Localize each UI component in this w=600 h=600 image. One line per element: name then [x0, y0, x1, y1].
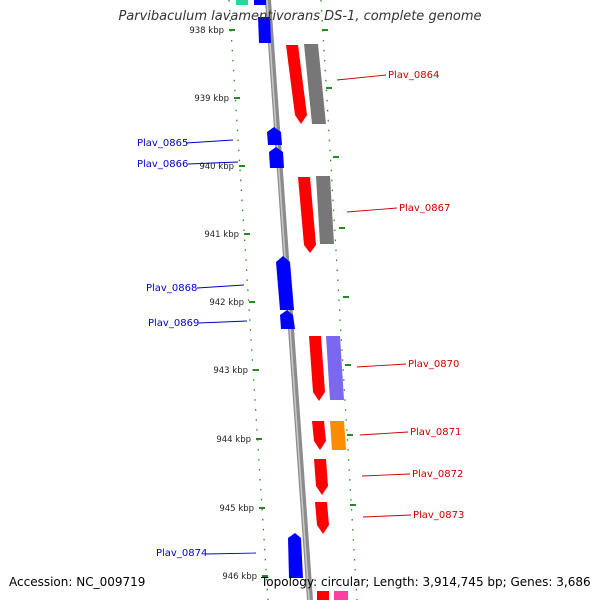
- gene-label-plav-0873: Plav_0873: [413, 510, 464, 521]
- topology-text: Topology: circular; Length: 3,914,745 bp…: [261, 575, 591, 589]
- outer-track-guide: [320, 0, 358, 600]
- gene-arrow-plav-0874: [288, 533, 303, 578]
- ruler-label-938: 938 kbp: [189, 26, 224, 36]
- callout-line-plav-0872: [361, 473, 411, 477]
- teal-feature-partial: [236, 0, 248, 5]
- gene-arrow-plav-0872: [314, 459, 328, 495]
- callout-line-plav-0864: [336, 74, 387, 81]
- gray-feature-plav-0864: [304, 44, 326, 124]
- inner-track-guide: [228, 0, 269, 600]
- gene-arrow-plav-0873: [315, 502, 329, 534]
- callout-line-plav-0867: [346, 207, 398, 213]
- gene-label-plav-0868: Plav_0868: [146, 283, 197, 294]
- gene-arrow-plav-0871: [312, 421, 326, 450]
- gene-arrow-plav-0869: [280, 310, 295, 329]
- orange-feature-plav-0871: [330, 421, 346, 450]
- callout-line-plav-0870: [356, 363, 407, 368]
- gene-arrow-red-bottom-partial: [317, 591, 329, 600]
- gene-label-plav-0865: Plav_0865: [137, 138, 188, 149]
- ruler-label-946: 946 kbp: [222, 572, 257, 582]
- gene-arrow-plav-0866: [269, 147, 284, 168]
- callout-line-plav-0874: [205, 552, 257, 555]
- gene-label-plav-0866: Plav_0866: [137, 159, 188, 170]
- gene-arrow-plav-0868: [276, 256, 294, 310]
- ruler-label-940: 940 kbp: [199, 162, 234, 172]
- callout-line-plav-0865: [185, 139, 234, 144]
- gene-arrow-top-partial: [254, 0, 266, 5]
- gene-arrow-plav-0865: [267, 127, 282, 145]
- ruler-label-945: 945 kbp: [219, 504, 254, 514]
- gene-arrow-plav-0864: [286, 45, 307, 124]
- gene-label-plav-0872: Plav_0872: [412, 469, 463, 480]
- callout-line-plav-0871: [359, 431, 409, 436]
- purple-feature-plav-0870: [326, 336, 344, 400]
- map-title: Parvibaculum lavamentivorans DS-1, compl…: [118, 9, 482, 24]
- gene-label-plav-0874: Plav_0874: [156, 548, 207, 559]
- pink-feature-bottom-partial: [334, 591, 348, 600]
- gene-arrow-blue-top: [258, 17, 271, 43]
- ruler-label-944: 944 kbp: [216, 435, 251, 445]
- gene-label-plav-0871: Plav_0871: [410, 427, 461, 438]
- ruler-label-941: 941 kbp: [204, 230, 239, 240]
- callout-line-plav-0873: [362, 514, 412, 518]
- callout-line-plav-0869: [198, 320, 248, 324]
- ruler-label-939: 939 kbp: [194, 94, 229, 104]
- gene-arrow-plav-0867: [298, 177, 316, 253]
- gene-label-plav-0870: Plav_0870: [408, 359, 459, 370]
- ruler-label-942: 942 kbp: [209, 298, 244, 308]
- callout-line-plav-0866: [187, 161, 239, 165]
- accession-text: Accession: NC_009719: [9, 575, 146, 589]
- gray-feature-plav-0867: [316, 176, 334, 244]
- callout-line-plav-0868: [196, 284, 245, 289]
- ruler-label-943: 943 kbp: [213, 366, 248, 376]
- gene-label-plav-0869: Plav_0869: [148, 318, 199, 329]
- gene-label-plav-0867: Plav_0867: [399, 203, 450, 214]
- gene-arrow-plav-0870: [309, 336, 325, 401]
- gene-label-plav-0864: Plav_0864: [388, 70, 439, 81]
- outer-guide-ticks: [322, 29, 356, 506]
